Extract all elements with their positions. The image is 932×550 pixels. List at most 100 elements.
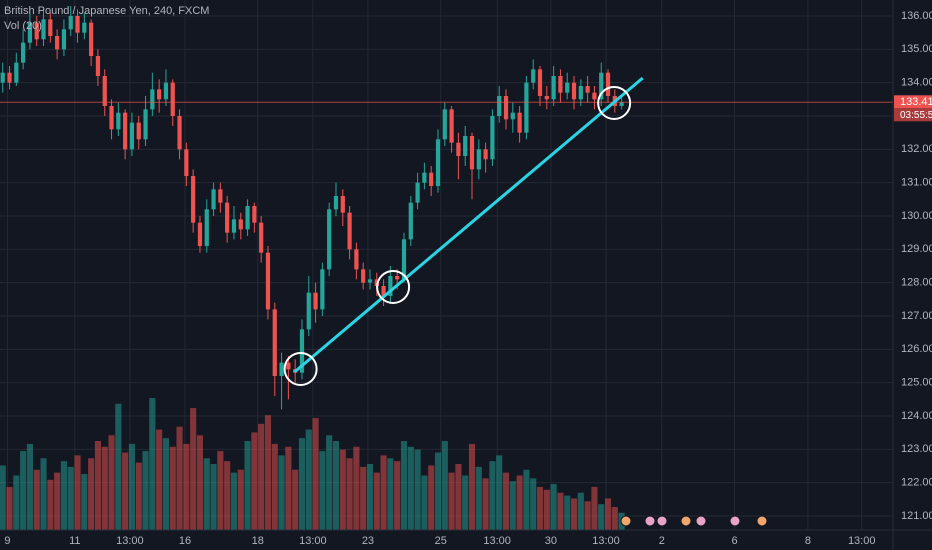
y-tick-label: 130.00 [901, 210, 932, 222]
y-tick-label: 127.00 [901, 310, 932, 322]
x-tick-label: 25 [435, 535, 447, 547]
candle-body [116, 112, 121, 130]
candle-body [361, 269, 366, 283]
volume-bar [292, 469, 299, 530]
candle-body [34, 22, 39, 40]
candle-body [510, 112, 515, 120]
y-tick-label: 134.00 [901, 77, 932, 89]
volume-bar [577, 492, 584, 530]
candle-body [605, 72, 611, 96]
volume-bar [149, 398, 156, 530]
trendline [293, 76, 644, 374]
volume-bar [428, 465, 435, 530]
volume-bar [94, 441, 101, 530]
candle-body [558, 76, 563, 93]
x-tick-label: 23 [362, 535, 374, 547]
volume-bar [101, 446, 108, 530]
y-tick-label: 121.00 [901, 510, 932, 522]
volume-bar [468, 443, 476, 530]
y-tick-label: 124.00 [901, 410, 932, 422]
candle-body [279, 362, 284, 376]
candle-body [75, 16, 80, 33]
candle-body [327, 209, 332, 270]
candle-body [272, 309, 277, 376]
candle-body [565, 82, 570, 93]
candle-body [435, 139, 441, 186]
volume-bar [570, 498, 578, 530]
candle-body [286, 362, 291, 370]
volume-bar [516, 475, 523, 530]
last-price-box [894, 95, 932, 109]
candle-body [571, 82, 577, 100]
candle-body [150, 89, 155, 110]
volume-bar [448, 472, 455, 530]
volume-bar [224, 461, 231, 530]
volume-bar [305, 429, 312, 530]
event-icon[interactable] [756, 515, 768, 527]
event-icon[interactable] [695, 515, 707, 527]
candle-body [89, 22, 94, 57]
candle-body [204, 209, 209, 246]
touch-circle [283, 352, 318, 386]
event-icon[interactable] [620, 515, 632, 527]
volume-bar [33, 469, 40, 530]
event-icon[interactable] [729, 515, 741, 527]
volume-bar [394, 461, 401, 530]
volume-bar [475, 466, 482, 530]
candle-body [599, 72, 604, 100]
axes: 121.00 122.00 123.00 124.00 125.00 126.00 127.… [4, 10, 932, 547]
candle-body [592, 92, 597, 100]
volume-bar [414, 449, 421, 530]
candle-body [163, 82, 169, 100]
volume-bar [326, 435, 333, 530]
candle-body [544, 96, 549, 100]
event-icon[interactable] [656, 515, 668, 527]
volume-bar [366, 464, 374, 530]
candle-body [483, 149, 488, 160]
candle-body [415, 182, 420, 203]
volume-bar [237, 469, 244, 530]
touch-circle [376, 270, 411, 304]
candle-body [55, 36, 60, 50]
candle-body [429, 172, 434, 186]
event-icon[interactable] [680, 515, 692, 527]
candle-body [27, 22, 33, 43]
volume-bar [462, 475, 469, 530]
volume-bar [489, 461, 496, 530]
volume-bar [162, 438, 170, 530]
candle-body [191, 176, 196, 223]
volume-bar [74, 455, 81, 530]
candle-body [21, 42, 26, 63]
candle-body [136, 122, 141, 140]
x-tick-label: 8 [805, 535, 811, 547]
candle-body [170, 82, 175, 116]
candle-body [265, 252, 271, 310]
volume-bar [407, 446, 414, 530]
volume-bar [115, 403, 122, 530]
candle-body [14, 62, 19, 83]
x-tick-label: 18 [252, 535, 264, 547]
volume-bar [156, 429, 163, 530]
candle-body [537, 69, 543, 96]
volume-bar [67, 466, 74, 530]
x-tick-label: 13:00 [299, 535, 327, 547]
candle-body [456, 142, 461, 156]
volume-bar [47, 479, 54, 530]
volume-bar [196, 435, 204, 530]
volume-bar [210, 464, 217, 530]
volume-bar [203, 458, 210, 530]
volume-bar [244, 441, 251, 530]
volume-bar [128, 443, 136, 530]
candle-body [299, 329, 305, 373]
volume-bar [400, 441, 408, 530]
event-icon[interactable] [644, 515, 656, 527]
volume-bar [26, 443, 33, 530]
volume-bar [543, 489, 550, 530]
candle-body [157, 89, 162, 100]
volume-bar [217, 451, 224, 530]
candle-body [490, 116, 495, 160]
volume-bar [0, 465, 6, 530]
volume-bar [387, 458, 394, 530]
candle-body [517, 112, 522, 133]
volume-bar [604, 498, 612, 530]
